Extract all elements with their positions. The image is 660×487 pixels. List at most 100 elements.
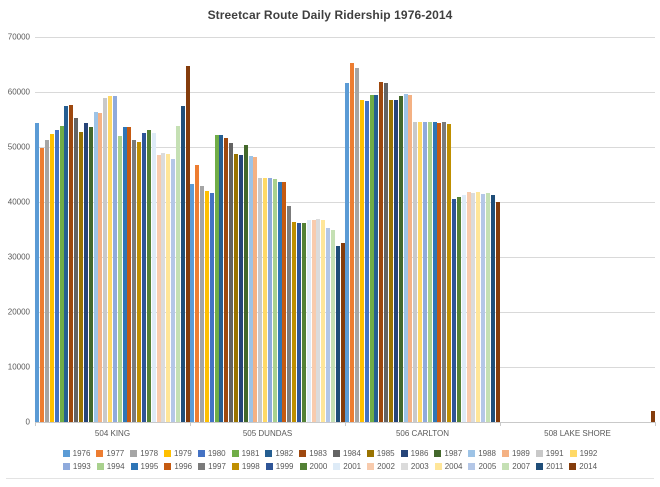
legend-label-1988: 1988 bbox=[478, 449, 496, 458]
legend-item-1993: 1993 bbox=[62, 462, 91, 471]
bar-506-carlton-1982 bbox=[374, 95, 379, 422]
bar-506-carlton-1977 bbox=[350, 63, 355, 422]
legend-label-1978: 1978 bbox=[140, 449, 159, 458]
x-axis-tick bbox=[500, 422, 501, 426]
legend-label-1999: 1999 bbox=[275, 462, 294, 471]
legend-swatch-1984 bbox=[333, 450, 340, 457]
bar-504-king-1985 bbox=[79, 131, 84, 422]
bar-505-dundas-1999 bbox=[296, 222, 301, 422]
legend-label-1982: 1982 bbox=[275, 449, 294, 458]
x-axis-label-505-dundas: 505 DUNDAS bbox=[242, 429, 293, 438]
bar-505-dundas-2014 bbox=[340, 242, 345, 422]
legend-item-1997: 1997 bbox=[198, 462, 226, 471]
legend-row-2: 1993 1994 1995 1996 1997 1998 1999 2000 2001 2002… bbox=[0, 460, 660, 473]
gridline-10000 bbox=[35, 367, 655, 368]
bar-505-dundas-1997 bbox=[287, 206, 292, 422]
legend-label-1996: 1996 bbox=[174, 462, 193, 471]
legend-item-1998: 1998 bbox=[231, 462, 260, 471]
bar-505-dundas-1995 bbox=[277, 181, 282, 422]
legend-item-1980: 1980 bbox=[197, 449, 226, 458]
bar-506-carlton-1999 bbox=[451, 198, 456, 422]
legend-swatch-2000 bbox=[299, 463, 307, 470]
bar-504-king-2014 bbox=[185, 65, 190, 422]
legend-swatch-1991 bbox=[535, 450, 543, 457]
legend-label-1994: 1994 bbox=[106, 462, 125, 471]
legend-item-2000: 2000 bbox=[299, 462, 327, 471]
bar-505-dundas-1996 bbox=[282, 181, 287, 422]
bar-506-carlton-1994 bbox=[427, 121, 432, 422]
legend-swatch-2001 bbox=[333, 463, 341, 470]
legend-item-2002: 2002 bbox=[367, 462, 395, 471]
legend-label-2005: 2005 bbox=[478, 462, 497, 471]
legend-item-1979: 1979 bbox=[164, 449, 192, 458]
legend-label-1989: 1989 bbox=[511, 449, 530, 458]
bar-505-dundas-1984 bbox=[229, 143, 234, 422]
bar-504-king-1996 bbox=[127, 127, 132, 422]
legend-swatch-1977 bbox=[96, 450, 104, 457]
bar-504-king-1999 bbox=[141, 132, 146, 422]
bar-506-carlton-2005 bbox=[481, 193, 486, 422]
bar-505-dundas-1976 bbox=[190, 183, 195, 422]
bar-504-king-2004 bbox=[166, 153, 171, 422]
y-axis-label-30000: 30000 bbox=[7, 252, 30, 262]
bar-505-dundas-1979 bbox=[204, 191, 209, 422]
legend-item-2004: 2004 bbox=[434, 462, 463, 471]
bar-506-carlton-1979 bbox=[359, 99, 364, 422]
x-axis-tick bbox=[190, 422, 191, 426]
bar-504-king-1992 bbox=[108, 96, 113, 422]
bar-506-carlton-1992 bbox=[418, 122, 423, 422]
y-axis-label-50000: 50000 bbox=[7, 142, 30, 152]
bar-506-carlton-2014 bbox=[495, 202, 500, 422]
legend-item-2001: 2001 bbox=[333, 462, 361, 471]
bar-504-king-1986 bbox=[83, 122, 88, 422]
bar-505-dundas-1998 bbox=[292, 222, 297, 422]
legend-label-2001: 2001 bbox=[343, 462, 362, 471]
legend-swatch-1982 bbox=[265, 450, 273, 457]
y-axis-label-20000: 20000 bbox=[7, 307, 30, 317]
bar-506-carlton-1980 bbox=[364, 101, 369, 422]
bar-506-carlton-1976 bbox=[345, 83, 350, 422]
bar-505-dundas-1991 bbox=[258, 177, 263, 422]
bar-505-dundas-2007 bbox=[330, 229, 335, 422]
bar-504-king-1984 bbox=[74, 118, 79, 422]
bar-505-dundas-2003 bbox=[316, 219, 321, 422]
bar-504-king-2001 bbox=[151, 133, 156, 422]
legend-label-1984: 1984 bbox=[343, 449, 361, 458]
bar-506-carlton-1995 bbox=[432, 122, 437, 422]
bar-504-king-1995 bbox=[122, 126, 127, 422]
legend-swatch-1998 bbox=[231, 463, 239, 470]
bar-504-king-1979 bbox=[49, 134, 54, 422]
legend-swatch-1983 bbox=[299, 450, 307, 457]
legend-item-1977: 1977 bbox=[96, 449, 124, 458]
bar-505-dundas-2002 bbox=[311, 220, 316, 422]
y-axis-label-70000: 70000 bbox=[7, 32, 30, 42]
bar-505-dundas-2005 bbox=[326, 227, 331, 422]
bar-504-king-1977 bbox=[40, 148, 45, 422]
legend-swatch-1987 bbox=[434, 450, 442, 457]
bar-504-king-1998 bbox=[137, 141, 142, 422]
legend-swatch-2002 bbox=[367, 463, 375, 470]
legend-item-1994: 1994 bbox=[96, 462, 125, 471]
legend-label-2002: 2002 bbox=[377, 462, 395, 471]
legend-item-1989: 1989 bbox=[501, 449, 530, 458]
bar-506-carlton-2001 bbox=[461, 194, 466, 422]
bar-505-dundas-2001 bbox=[306, 220, 311, 422]
legend-label-2004: 2004 bbox=[444, 462, 463, 471]
legend-item-1987: 1987 bbox=[434, 449, 462, 458]
legend-label-1987: 1987 bbox=[444, 449, 463, 458]
legend-swatch-1986 bbox=[400, 450, 408, 457]
plot-area: 0 10000 20000 30000 40000 50000 60000 70000 504 … bbox=[7, 32, 656, 438]
bar-506-carlton-1997 bbox=[442, 122, 447, 422]
bar-505-dundas-1982 bbox=[219, 135, 224, 422]
legend-item-2003: 2003 bbox=[400, 462, 429, 471]
legend-label-1976: 1976 bbox=[72, 449, 91, 458]
bar-506-carlton-1996 bbox=[437, 122, 442, 422]
legend-label-1985: 1985 bbox=[376, 449, 395, 458]
bar-504-king-2003 bbox=[161, 152, 166, 422]
bar-504-king-1987 bbox=[88, 126, 93, 422]
legend-label-2014: 2014 bbox=[579, 462, 598, 471]
y-axis-label-40000: 40000 bbox=[7, 197, 30, 207]
legend-item-1996: 1996 bbox=[164, 462, 192, 471]
bar-506-carlton-1984 bbox=[384, 83, 389, 422]
legend-item-1988: 1988 bbox=[468, 449, 496, 458]
